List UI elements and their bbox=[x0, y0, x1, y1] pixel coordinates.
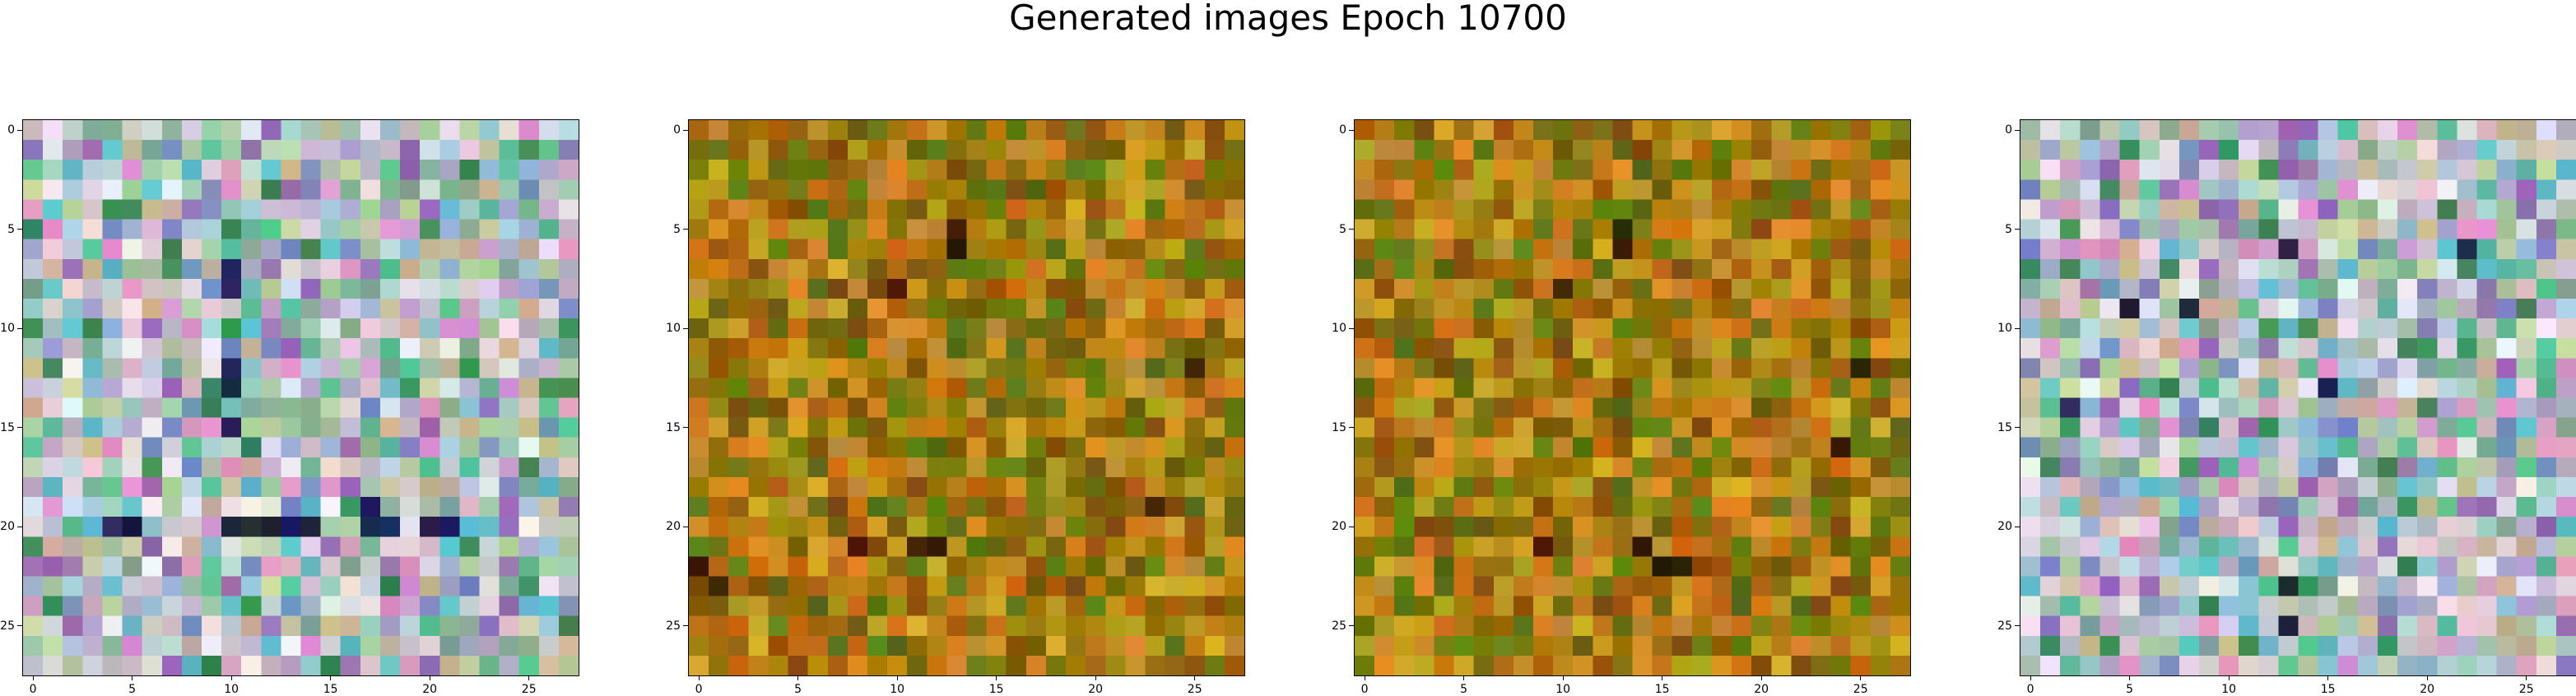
y-tick-mark bbox=[1349, 625, 1354, 627]
x-tick-label: 15 bbox=[988, 683, 1004, 696]
y-tick-mark bbox=[683, 327, 688, 329]
y-tick-label: 25 bbox=[1997, 619, 2012, 633]
y-tick-label: 20 bbox=[666, 520, 681, 534]
x-tick-mark bbox=[896, 675, 898, 680]
x-tick-label: 5 bbox=[794, 683, 802, 696]
x-tick-label: 10 bbox=[890, 683, 905, 696]
y-tick-mark bbox=[2015, 327, 2020, 329]
y-tick-label: 0 bbox=[2005, 123, 2012, 137]
x-tick-mark bbox=[1463, 675, 1465, 680]
y-tick-mark bbox=[1349, 327, 1354, 329]
y-tick-mark bbox=[1349, 229, 1354, 230]
y-tick-label: 5 bbox=[2005, 222, 2012, 236]
x-tick-label: 25 bbox=[1187, 683, 1202, 696]
y-tick-label: 25 bbox=[0, 619, 15, 633]
x-tick-label: 0 bbox=[29, 683, 37, 696]
y-tick-mark bbox=[683, 229, 688, 230]
y-tick-label: 0 bbox=[673, 123, 681, 137]
x-tick-label: 10 bbox=[1555, 683, 1571, 696]
x-tick-label: 5 bbox=[1460, 683, 1468, 696]
y-tick-label: 10 bbox=[0, 322, 15, 336]
image-panel-1 bbox=[22, 119, 579, 676]
x-tick-label: 15 bbox=[1654, 683, 1670, 696]
y-tick-label: 10 bbox=[1332, 322, 1346, 336]
x-tick-label: 20 bbox=[1088, 683, 1104, 696]
y-tick-label: 0 bbox=[1339, 123, 1346, 137]
pixel-grid-image bbox=[2020, 120, 2576, 675]
x-tick-mark bbox=[996, 675, 997, 680]
y-tick-mark bbox=[683, 625, 688, 627]
y-tick-label: 20 bbox=[0, 520, 15, 534]
y-tick-mark bbox=[1349, 129, 1354, 131]
x-tick-label: 20 bbox=[1754, 683, 1769, 696]
y-tick-label: 5 bbox=[1339, 222, 1346, 236]
image-panel-2 bbox=[688, 119, 1245, 676]
x-tick-mark bbox=[2129, 675, 2131, 680]
x-tick-mark bbox=[32, 675, 34, 680]
x-tick-label: 25 bbox=[2518, 683, 2534, 696]
y-tick-mark bbox=[17, 129, 22, 131]
y-tick-label: 20 bbox=[1332, 520, 1346, 534]
y-tick-label: 15 bbox=[666, 420, 681, 434]
x-tick-mark bbox=[1194, 675, 1196, 680]
x-tick-mark bbox=[797, 675, 799, 680]
y-tick-label: 5 bbox=[7, 222, 15, 236]
x-tick-label: 20 bbox=[422, 683, 438, 696]
y-tick-label: 15 bbox=[0, 420, 15, 434]
x-tick-mark bbox=[1562, 675, 1564, 680]
y-tick-label: 25 bbox=[1332, 619, 1346, 633]
x-tick-label: 10 bbox=[2221, 683, 2237, 696]
y-tick-label: 0 bbox=[7, 123, 15, 137]
y-tick-label: 5 bbox=[673, 222, 681, 236]
x-tick-mark bbox=[2228, 675, 2230, 680]
y-tick-mark bbox=[2015, 129, 2020, 131]
x-tick-mark bbox=[1860, 675, 1862, 680]
x-tick-mark bbox=[2426, 675, 2428, 680]
y-tick-label: 15 bbox=[1332, 420, 1346, 434]
pixel-grid-image bbox=[1355, 120, 1910, 675]
x-tick-label: 15 bbox=[2320, 683, 2336, 696]
pixel-grid-image bbox=[689, 120, 1244, 675]
y-tick-mark bbox=[17, 229, 22, 230]
y-tick-label: 20 bbox=[1997, 520, 2012, 534]
y-tick-mark bbox=[1349, 427, 1354, 429]
x-tick-label: 15 bbox=[323, 683, 338, 696]
x-tick-label: 10 bbox=[224, 683, 239, 696]
y-tick-mark bbox=[683, 427, 688, 429]
x-tick-mark bbox=[230, 675, 232, 680]
x-tick-label: 0 bbox=[2026, 683, 2034, 696]
y-tick-mark bbox=[2015, 625, 2020, 627]
figure-title: Generated images Epoch 10700 bbox=[1009, 0, 1567, 38]
x-tick-label: 0 bbox=[695, 683, 703, 696]
x-tick-label: 0 bbox=[1360, 683, 1369, 696]
x-tick-label: 5 bbox=[2126, 683, 2134, 696]
y-tick-mark bbox=[17, 327, 22, 329]
x-tick-mark bbox=[2526, 675, 2527, 680]
y-tick-mark bbox=[2015, 229, 2020, 230]
x-tick-mark bbox=[132, 675, 133, 680]
x-tick-mark bbox=[330, 675, 332, 680]
y-tick-label: 10 bbox=[666, 322, 681, 336]
image-panel-4 bbox=[2020, 119, 2576, 676]
y-tick-label: 10 bbox=[1997, 322, 2012, 336]
x-tick-label: 25 bbox=[1853, 683, 1868, 696]
x-tick-mark bbox=[698, 675, 700, 680]
y-tick-mark bbox=[17, 427, 22, 429]
x-tick-label: 5 bbox=[128, 683, 137, 696]
pixel-grid-image bbox=[23, 120, 579, 675]
x-tick-mark bbox=[1760, 675, 1762, 680]
y-tick-mark bbox=[2015, 427, 2020, 429]
image-panel-3 bbox=[1354, 119, 1911, 676]
y-tick-label: 15 bbox=[1997, 420, 2012, 434]
x-tick-mark bbox=[2030, 675, 2031, 680]
x-tick-label: 20 bbox=[2420, 683, 2435, 696]
x-tick-mark bbox=[1095, 675, 1096, 680]
x-tick-mark bbox=[2327, 675, 2329, 680]
y-tick-mark bbox=[683, 129, 688, 131]
y-tick-label: 25 bbox=[666, 619, 681, 633]
x-tick-label: 25 bbox=[521, 683, 537, 696]
y-tick-mark bbox=[17, 625, 22, 627]
x-tick-mark bbox=[528, 675, 530, 680]
